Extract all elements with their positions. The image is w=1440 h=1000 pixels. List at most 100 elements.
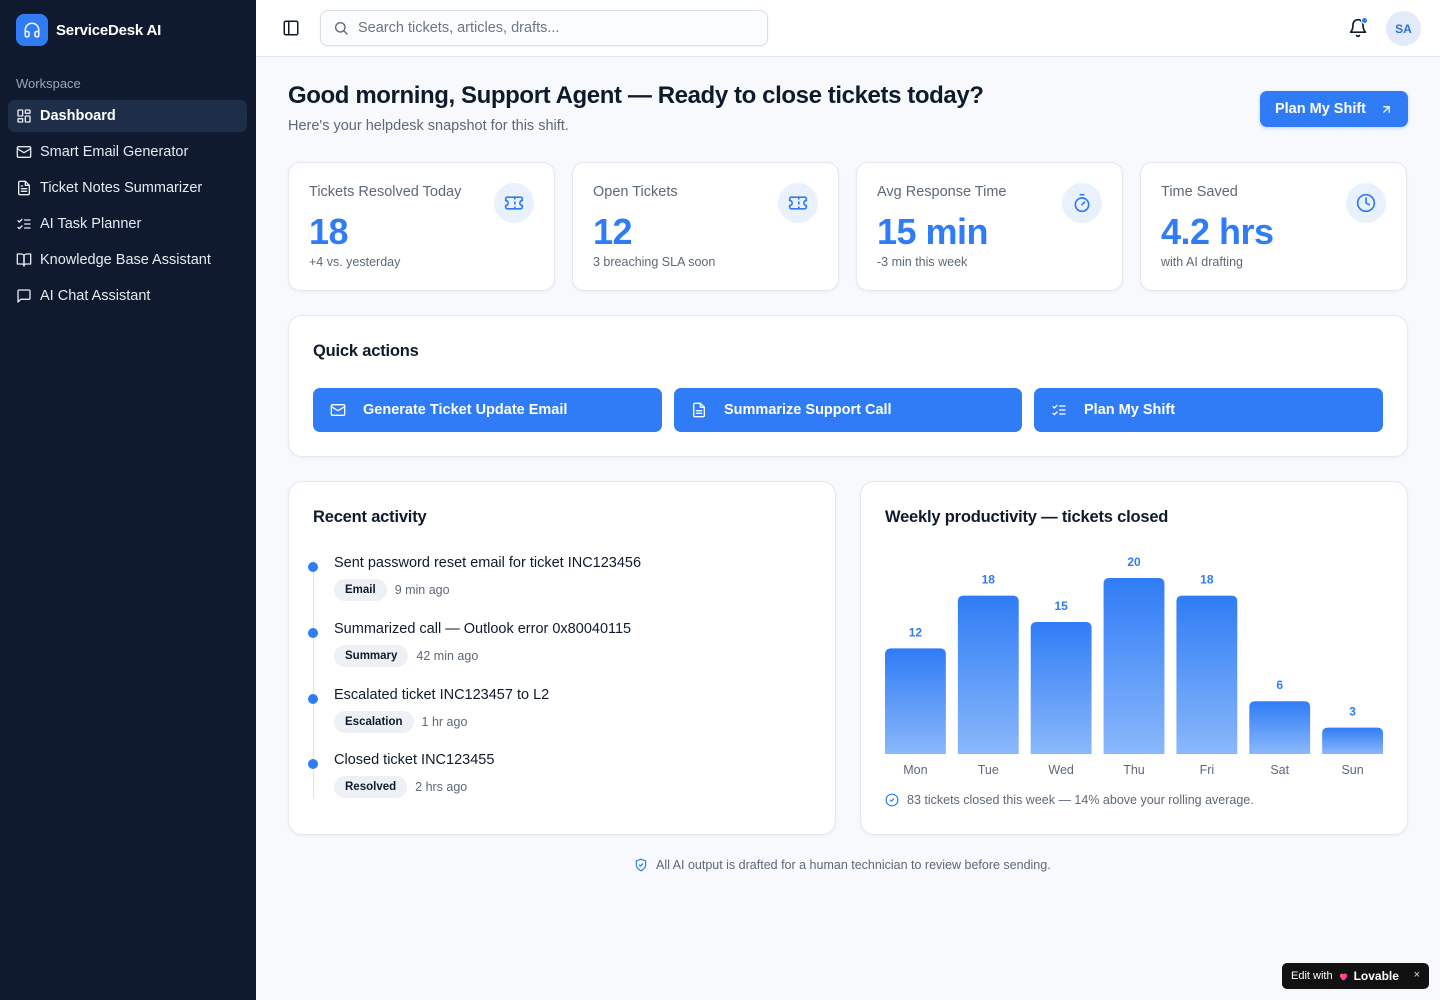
activity-badge: Escalation [334, 711, 414, 733]
quick-actions-title: Quick actions [313, 342, 419, 360]
sidebar-item-smart-email-generator[interactable]: Smart Email Generator [8, 136, 247, 168]
page-subtitle: Here's your helpdesk snapshot for this s… [288, 118, 569, 134]
recent-activity-title: Recent activity [313, 508, 427, 526]
chart-category-label: Thu [1123, 763, 1145, 777]
stat-label: Tickets Resolved Today [309, 184, 462, 200]
headset-icon [16, 14, 48, 46]
page-title: Good morning, Support Agent — Ready to c… [288, 82, 984, 109]
footer-note-text: All AI output is drafted for a human tec… [656, 858, 1051, 872]
plan-my-shift-label: Plan My Shift [1274, 101, 1367, 117]
arrow-up-right-icon [1383, 105, 1390, 113]
summarize-support-call-button[interactable]: Summarize Support Call [674, 388, 1022, 432]
bar-chart: 12 Mon 18 Tue 15 Wed 20 Thu 18 Fri 6 Sat 3 Sun [885, 555, 1383, 777]
sidebar-item-ai-chat-assistant[interactable]: AI Chat Assistant [8, 280, 247, 312]
brand[interactable]: ServiceDesk AI [16, 14, 161, 46]
activity-badge: Summary [334, 645, 409, 667]
sidebar-item-ai-task-planner[interactable]: AI Task Planner [8, 208, 247, 240]
recent-activity-card: Recent activity Sent password reset emai… [288, 481, 836, 835]
avatar[interactable]: SA [1386, 11, 1421, 46]
activity-badge: Resolved [334, 776, 408, 798]
activity-title: Closed ticket INC123455 [334, 752, 495, 768]
edit-with-lovable-badge[interactable]: Edit with Lovable × [1282, 963, 1429, 989]
stat-card-avg-response-time: Avg Response Time 15 min -3 min this wee… [856, 162, 1123, 291]
chart-bar-sat [1249, 701, 1311, 754]
button-label: Generate Ticket Update Email [363, 402, 568, 418]
sidebar-item-label: Ticket Notes Summarizer [40, 180, 203, 196]
chart-category-label: Tue [978, 763, 999, 777]
shield-check-icon [635, 858, 647, 872]
stat-card-open-tickets: Open Tickets 12 3 breaching SLA soon [572, 162, 839, 291]
stat-value: 15 min [877, 211, 989, 252]
lovable-brand: Lovable [1353, 969, 1399, 983]
file-text-icon [18, 180, 30, 196]
close-icon[interactable]: × [1413, 969, 1420, 981]
plan-my-shift-quick-button[interactable]: Plan My Shift [1034, 388, 1383, 432]
sidebar-item-knowledge-base-assistant[interactable]: Knowledge Base Assistant [8, 244, 247, 276]
topbar: Search tickets, articles, drafts... SA [256, 0, 1440, 57]
ticket-icon [778, 183, 818, 223]
sidebar-item-label: Dashboard [40, 108, 116, 124]
layout-grid-icon [17, 109, 31, 123]
button-label: Plan My Shift [1084, 402, 1176, 418]
sidebar-item-dashboard[interactable]: Dashboard [8, 100, 247, 132]
stat-value: 18 [309, 211, 349, 252]
heart-icon [1339, 973, 1347, 981]
chart-category-label: Sun [1341, 763, 1363, 777]
chart-bar-fri [1176, 595, 1238, 754]
activity-meta: Escalation 1 hr ago [334, 711, 467, 733]
sidebar: ServiceDesk AI Workspace Dashboard Smart… [0, 0, 256, 1000]
bell-icon[interactable] [1348, 18, 1368, 38]
sidebar-nav: Dashboard Smart Email Generator Ticket N… [8, 100, 247, 316]
stat-label: Avg Response Time [877, 184, 1007, 200]
message-square-icon [17, 289, 31, 303]
activity-meta: Resolved 2 hrs ago [334, 776, 467, 798]
weekly-productivity-card: Weekly productivity — tickets closed 12 M… [860, 481, 1408, 835]
book-open-icon [16, 253, 32, 267]
sidebar-item-label: Smart Email Generator [40, 144, 189, 160]
sidebar-toggle-icon[interactable] [282, 19, 300, 37]
chart-bar-wed [1030, 622, 1092, 754]
timeline-dot [308, 694, 318, 704]
stat-note: +4 vs. yesterday [309, 255, 401, 269]
sidebar-item-label: AI Task Planner [40, 216, 142, 232]
activity-title: Summarized call — Outlook error 0x800401… [334, 621, 632, 637]
stat-note: 3 breaching SLA soon [593, 255, 716, 269]
chart-bar-sun [1322, 727, 1383, 754]
chart-bar-mon [885, 648, 946, 754]
activity-time: 9 min ago [394, 583, 450, 597]
chart-footnote: 83 tickets closed this week — 14% above … [885, 793, 1254, 807]
chart-value-label: 18 [1200, 573, 1214, 587]
list-checks-icon [1052, 404, 1066, 416]
activity-title: Sent password reset email for ticket INC… [334, 555, 642, 571]
plan-my-shift-button[interactable]: Plan My Shift [1260, 91, 1408, 127]
stat-value: 4.2 hrs [1161, 211, 1274, 252]
activity-time: 2 hrs ago [415, 780, 468, 794]
chart-value-label: 12 [909, 625, 923, 639]
activity-meta: Email 9 min ago [334, 579, 450, 601]
mail-icon [16, 146, 32, 158]
chart-value-label: 20 [1127, 555, 1141, 569]
sidebar-item-ticket-notes-summarizer[interactable]: Ticket Notes Summarizer [8, 172, 247, 204]
generate-ticket-update-email-button[interactable]: Generate Ticket Update Email [313, 388, 662, 432]
timeline-dot [308, 562, 318, 572]
lovable-prefix: Edit with [1291, 970, 1333, 982]
chart-value-label: 18 [982, 573, 996, 587]
list-checks-icon [17, 218, 31, 230]
activity-badge: Email [334, 579, 387, 601]
stat-label: Time Saved [1161, 184, 1238, 200]
footer-note: All AI output is drafted for a human tec… [634, 858, 1051, 872]
chart-category-label: Mon [903, 763, 927, 777]
stat-card-tickets-resolved: Tickets Resolved Today 18 +4 vs. yesterd… [288, 162, 555, 291]
timeline-line [313, 560, 314, 798]
timeline-dot [308, 759, 318, 769]
search-input[interactable]: Search tickets, articles, drafts... [320, 10, 768, 46]
sidebar-item-label: Knowledge Base Assistant [40, 252, 211, 268]
activity-meta: Summary 42 min ago [334, 645, 478, 667]
file-text-icon [693, 402, 705, 418]
stat-note: -3 min this week [877, 255, 968, 269]
stat-label: Open Tickets [593, 184, 678, 200]
sidebar-section-label: Workspace [16, 76, 81, 91]
mail-icon [330, 404, 346, 416]
ticket-icon [494, 183, 534, 223]
chart-category-label: Wed [1048, 763, 1074, 777]
